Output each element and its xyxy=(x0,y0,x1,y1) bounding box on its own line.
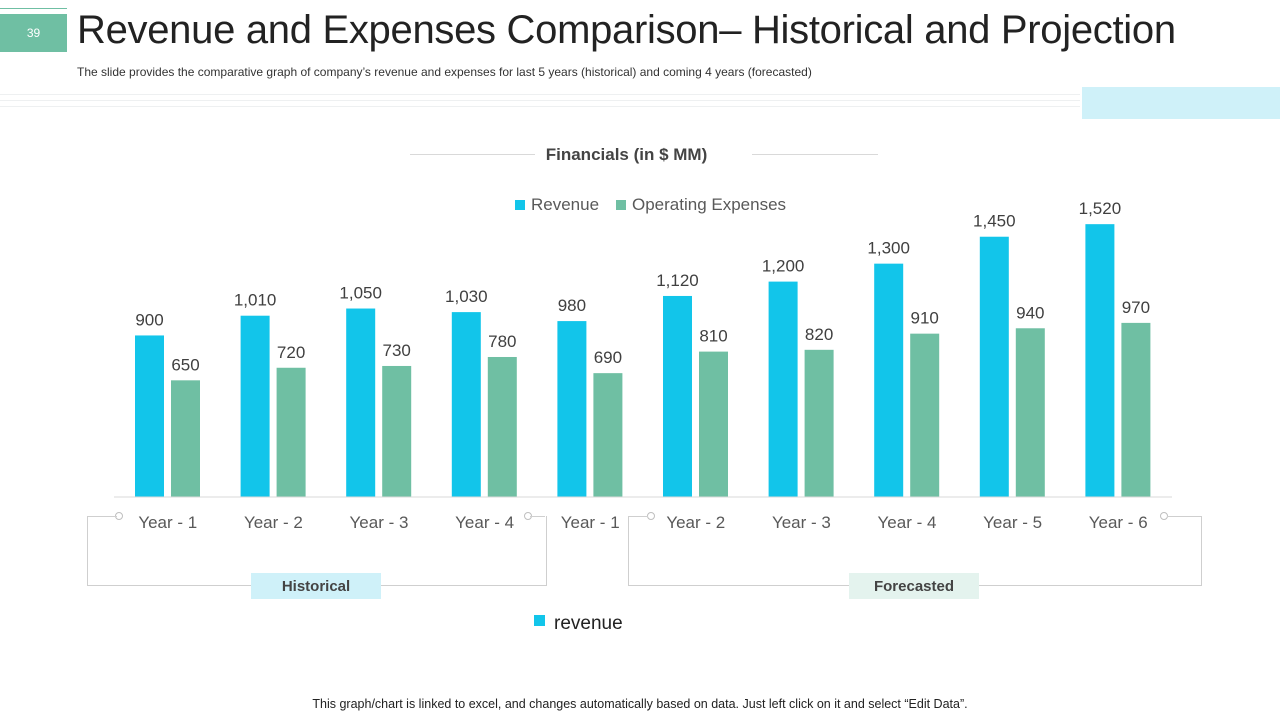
revenue-value-label: 1,030 xyxy=(445,287,488,306)
x-tick-label: Year - 1 xyxy=(561,513,620,532)
header-divider-1 xyxy=(0,94,1080,95)
page-subtitle: The slide provides the comparative graph… xyxy=(77,65,812,79)
chart-title-rule-left xyxy=(410,154,535,155)
chart-title-rule-right xyxy=(752,154,878,155)
revenue-bar xyxy=(451,312,481,497)
legend-revenue-swatch xyxy=(515,200,525,210)
legend-expenses: Operating Expenses xyxy=(616,195,786,215)
header-divider-3 xyxy=(0,106,1080,107)
revenue-bar xyxy=(240,315,270,497)
bracket-cap xyxy=(628,516,648,517)
expenses-bar xyxy=(1015,328,1045,497)
legend-revenue-label: Revenue xyxy=(531,195,600,214)
revenue-value-label: 1,120 xyxy=(656,271,699,290)
expenses-value-label: 970 xyxy=(1122,298,1150,317)
expenses-bar xyxy=(1121,322,1151,497)
bracket-dot xyxy=(647,512,655,520)
revenue-bar xyxy=(135,335,164,497)
revenue-value-label: 1,450 xyxy=(973,212,1016,231)
expenses-bar xyxy=(171,380,200,497)
expenses-value-label: 690 xyxy=(594,348,622,367)
expenses-bar xyxy=(593,373,623,497)
bottom-legend-label: revenue xyxy=(554,613,623,634)
expenses-bar xyxy=(699,351,728,497)
chart-title: Financials (in $ MM) xyxy=(545,145,708,164)
revenue-bar xyxy=(979,236,1009,497)
revenue-value-label: 1,520 xyxy=(1079,199,1122,218)
revenue-bar xyxy=(874,263,904,497)
revenue-value-label: 1,300 xyxy=(867,239,910,258)
expenses-bar xyxy=(910,333,940,497)
revenue-bar xyxy=(346,308,376,497)
expenses-value-label: 820 xyxy=(805,325,833,344)
header-divider-2 xyxy=(0,100,1080,101)
expenses-bar xyxy=(382,365,412,497)
expenses-bar xyxy=(487,356,517,497)
revenue-value-label: 980 xyxy=(558,296,586,315)
bracket-cap xyxy=(87,516,117,517)
revenue-bar xyxy=(1085,224,1115,497)
revenue-value-label: 1,200 xyxy=(762,257,805,276)
forecasted-tag: Forecasted xyxy=(849,573,979,599)
bottom-legend: revenue xyxy=(534,613,623,635)
expenses-value-label: 720 xyxy=(277,343,305,362)
bracket-cap xyxy=(530,516,545,517)
expenses-value-label: 780 xyxy=(488,332,516,351)
revenue-bar xyxy=(768,281,798,497)
expenses-value-label: 910 xyxy=(911,309,939,328)
revenue-bar xyxy=(557,321,587,497)
revenue-value-label: 1,010 xyxy=(234,291,277,310)
legend-expenses-swatch xyxy=(616,200,626,210)
historical-tag: Historical xyxy=(251,573,381,599)
bottom-legend-swatch xyxy=(534,614,545,626)
expenses-bar xyxy=(276,367,306,497)
bracket-cap xyxy=(1167,516,1201,517)
revenue-value-label: 900 xyxy=(135,310,163,329)
footer-note: This graph/chart is linked to excel, and… xyxy=(312,697,968,711)
revenue-bar xyxy=(663,295,692,497)
legend-expenses-label: Operating Expenses xyxy=(632,195,787,214)
slide-number-badge: 39 xyxy=(0,14,67,52)
revenue-value-label: 1,050 xyxy=(339,284,382,303)
expenses-value-label: 730 xyxy=(383,341,411,360)
expenses-value-label: 650 xyxy=(171,355,199,374)
expenses-value-label: 810 xyxy=(699,327,727,346)
expenses-value-label: 940 xyxy=(1016,303,1044,322)
slide-number-rule xyxy=(0,8,67,9)
legend-revenue: Revenue xyxy=(515,195,599,215)
header-accent-box xyxy=(1082,87,1280,119)
expenses-bar xyxy=(804,349,834,497)
page-title: Revenue and Expenses Comparison– Histori… xyxy=(77,8,1176,52)
slide-number: 39 xyxy=(26,26,41,40)
